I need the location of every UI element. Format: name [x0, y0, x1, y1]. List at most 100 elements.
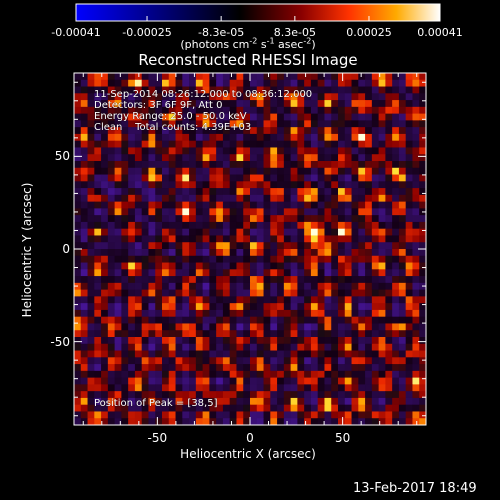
heatmap-cell	[290, 208, 298, 216]
heatmap-cell	[392, 364, 400, 372]
heatmap-cell	[270, 343, 278, 351]
heatmap-cell	[209, 303, 217, 311]
heatmap-cell	[297, 255, 305, 263]
heatmap-cell	[182, 391, 190, 399]
heatmap-cell	[182, 269, 190, 277]
heatmap-cell	[250, 140, 258, 148]
heatmap-cell	[297, 289, 305, 297]
heatmap-cell	[304, 201, 312, 209]
heatmap-cell	[358, 86, 366, 94]
heatmap-cell	[405, 289, 413, 297]
heatmap-cell	[297, 357, 305, 365]
heatmap-cell	[195, 276, 204, 284]
heatmap-cell	[324, 120, 332, 128]
heatmap-cell	[87, 147, 95, 155]
heatmap-cell	[331, 384, 339, 392]
heatmap-cell	[324, 384, 332, 392]
heatmap-cell	[162, 249, 170, 257]
heatmap-cell	[256, 174, 264, 182]
heatmap-cell	[175, 249, 183, 257]
heatmap-cell	[94, 215, 102, 223]
heatmap-cell	[162, 174, 170, 182]
heatmap-cell	[114, 262, 122, 270]
heatmap-cell	[243, 330, 251, 338]
heatmap-cell	[371, 303, 380, 311]
heatmap-cell	[392, 276, 400, 284]
heatmap-cell	[222, 133, 231, 142]
heatmap-cell	[270, 120, 278, 128]
heatmap-cell	[189, 289, 197, 297]
heatmap-cell	[155, 161, 163, 169]
heatmap-cell	[229, 242, 237, 250]
heatmap-cell	[263, 215, 271, 223]
heatmap-cell	[114, 397, 122, 406]
heatmap-cell	[175, 113, 183, 121]
heatmap-cell	[290, 316, 298, 324]
heatmap-cell	[182, 86, 190, 94]
heatmap-cell	[371, 282, 380, 291]
heatmap-cell	[365, 404, 373, 412]
heatmap-cell	[324, 269, 332, 277]
heatmap-cell	[405, 262, 413, 270]
heatmap-cell	[162, 127, 170, 135]
heatmap-cell	[121, 215, 129, 223]
heatmap-cell	[195, 140, 204, 148]
heatmap-cell	[398, 404, 407, 412]
heatmap-cell	[398, 133, 407, 142]
heatmap-cell	[162, 404, 170, 412]
heatmap-cell	[358, 133, 366, 142]
heatmap-cell	[398, 113, 407, 121]
heatmap-cell	[324, 215, 332, 223]
heatmap-cell	[87, 262, 95, 270]
heatmap-cell	[216, 140, 224, 148]
heatmap-cell	[419, 174, 427, 182]
heatmap-cell	[378, 269, 386, 277]
heatmap-cell	[202, 106, 210, 115]
heatmap-cell	[209, 276, 217, 284]
heatmap-cell	[297, 201, 305, 209]
heatmap-cell	[202, 296, 210, 304]
heatmap-cell	[114, 411, 122, 419]
heatmap-cell	[134, 343, 143, 351]
heatmap-cell	[128, 370, 136, 379]
heatmap-cell	[222, 100, 231, 108]
heatmap-cell	[256, 194, 264, 203]
heatmap-cell	[256, 73, 264, 81]
heatmap-cell	[270, 201, 278, 209]
heatmap-cell	[385, 161, 393, 169]
heatmap-cell	[101, 161, 109, 169]
heatmap-cell	[385, 370, 393, 379]
heatmap-cell	[412, 296, 420, 304]
heatmap-cell	[128, 255, 136, 263]
heatmap-cell	[270, 147, 278, 155]
heatmap-cell	[114, 73, 122, 81]
heatmap-cell	[222, 242, 231, 250]
heatmap-cell	[344, 174, 352, 182]
heatmap-cell	[256, 188, 264, 196]
heatmap-cell	[277, 174, 285, 182]
annotation-clean-counts: Clean Total counts: 4.39E+03	[94, 122, 252, 133]
heatmap-cell	[371, 140, 380, 148]
heatmap-cell	[250, 269, 258, 277]
heatmap-cell	[216, 73, 224, 81]
heatmap-cell	[256, 140, 264, 148]
heatmap-cell	[283, 106, 292, 115]
heatmap-cell	[270, 269, 278, 277]
heatmap-cell	[290, 228, 298, 236]
heatmap-cell	[385, 249, 393, 257]
heatmap-cell	[378, 296, 386, 304]
heatmap-cell	[351, 235, 359, 243]
heatmap-cell	[344, 235, 352, 243]
heatmap-cell	[263, 147, 271, 155]
heatmap-cell	[419, 357, 427, 365]
heatmap-cell	[338, 208, 346, 216]
heatmap-cell	[182, 93, 190, 101]
heatmap-cell	[310, 364, 319, 372]
heatmap-cell	[148, 93, 156, 101]
heatmap-cell	[101, 330, 109, 338]
heatmap-cell	[107, 154, 116, 162]
heatmap-cell	[148, 262, 156, 270]
heatmap-cell	[378, 133, 386, 142]
heatmap-cell	[283, 370, 292, 379]
heatmap-cell	[324, 282, 332, 291]
